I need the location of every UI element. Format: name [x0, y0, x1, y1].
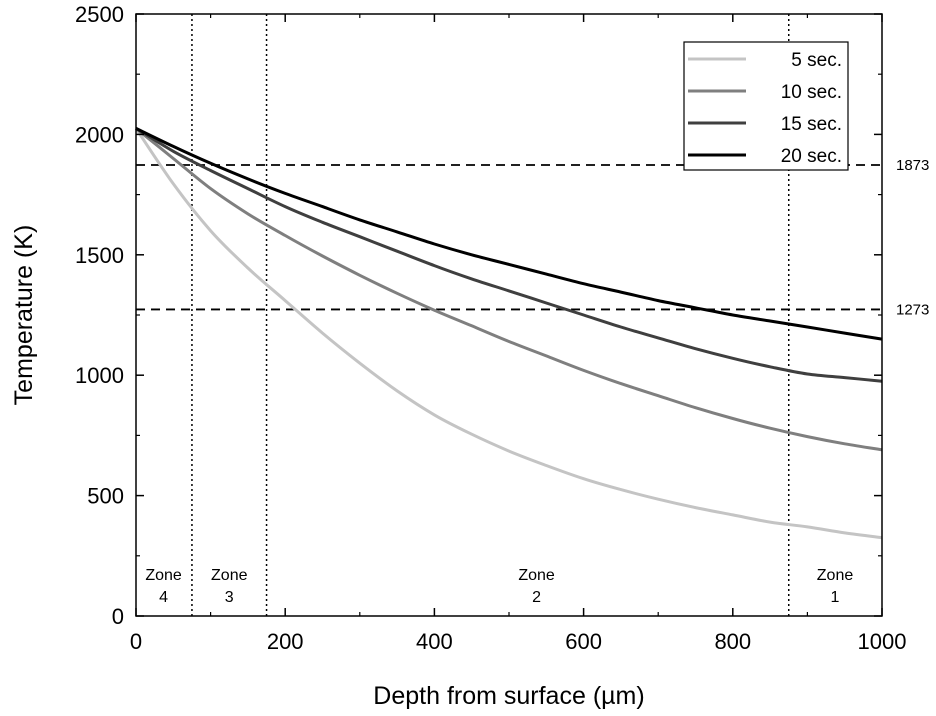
x-tick-label: 200	[267, 629, 304, 654]
legend-label: 20 sec.	[781, 146, 842, 167]
series-line	[135, 127, 883, 383]
legend-label: 15 sec.	[781, 114, 842, 135]
x-axis-title: Depth from surface (µm)	[373, 682, 644, 710]
zone-number: 4	[159, 589, 168, 606]
zone-number: 3	[225, 589, 234, 606]
zone-number: 2	[532, 589, 541, 606]
series-line	[135, 127, 883, 452]
x-tick-label: 0	[130, 629, 142, 654]
legend-box	[683, 41, 849, 171]
reference-line-label: 1273	[896, 301, 929, 318]
series-line	[134, 127, 883, 540]
legend-label: 10 sec.	[781, 82, 842, 103]
legend-label: 5 sec.	[791, 50, 842, 71]
y-tick-label: 500	[87, 484, 124, 509]
y-tick-label: 0	[112, 604, 124, 629]
series-line	[135, 127, 883, 341]
zone-label: Zone	[211, 567, 248, 584]
zone-label: Zone	[518, 567, 555, 584]
zone-label: Zone	[145, 567, 182, 584]
y-axis-title: Temperature (K)	[10, 225, 38, 406]
series-lines	[134, 127, 883, 540]
y-tick-label: 2000	[75, 122, 124, 147]
zone-labels: Zone 4 Zone 3 Zone 2 Zone 1	[145, 567, 853, 606]
y-tick-label: 1000	[75, 363, 124, 388]
x-tick-label: 1000	[858, 629, 907, 654]
y-tick-label: 2500	[75, 2, 124, 27]
x-tick-label: 400	[416, 629, 453, 654]
x-tick-label: 800	[714, 629, 751, 654]
reference-line-label: 1873	[896, 157, 929, 174]
y-tick-label: 1500	[75, 243, 124, 268]
x-tick-label: 600	[565, 629, 602, 654]
zone-label: Zone	[817, 567, 854, 584]
legend: 5 sec. 10 sec. 15 sec. 20 sec.	[683, 41, 849, 171]
axis-ticks: 0 200 400 600 800 1000 0 500 1000 1500 2000 2500	[75, 2, 906, 654]
zone-number: 1	[831, 589, 840, 606]
